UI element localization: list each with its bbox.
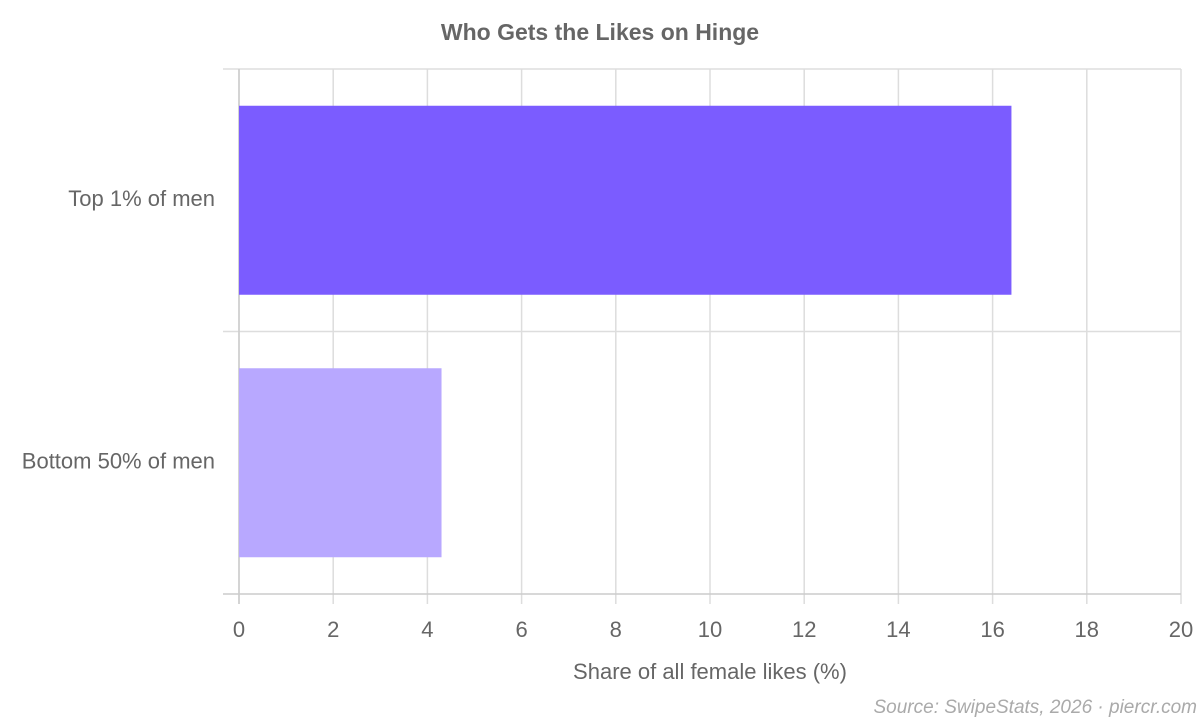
x-tick-label: 8 bbox=[610, 617, 622, 642]
x-tick-label: 12 bbox=[792, 617, 816, 642]
source-note: Source: SwipeStats, 2026 · piercr.com bbox=[874, 697, 1198, 718]
x-tick-label: 10 bbox=[698, 617, 722, 642]
x-tick-label: 18 bbox=[1075, 617, 1099, 642]
x-axis-label: Share of all female likes (%) bbox=[573, 659, 847, 684]
x-tick-label: 6 bbox=[515, 617, 527, 642]
bar bbox=[239, 105, 1012, 295]
x-tick-label: 20 bbox=[1169, 617, 1193, 642]
y-tick-label: Top 1% of men bbox=[68, 186, 215, 211]
x-tick-label: 0 bbox=[233, 617, 245, 642]
x-tick-label: 4 bbox=[421, 617, 433, 642]
x-tick-label: 2 bbox=[327, 617, 339, 642]
chart-title: Who Gets the Likes on Hinge bbox=[441, 19, 759, 45]
x-tick-label: 14 bbox=[886, 617, 910, 642]
x-tick-label: 16 bbox=[980, 617, 1004, 642]
bar bbox=[239, 368, 442, 558]
y-tick-label: Bottom 50% of men bbox=[22, 449, 215, 474]
